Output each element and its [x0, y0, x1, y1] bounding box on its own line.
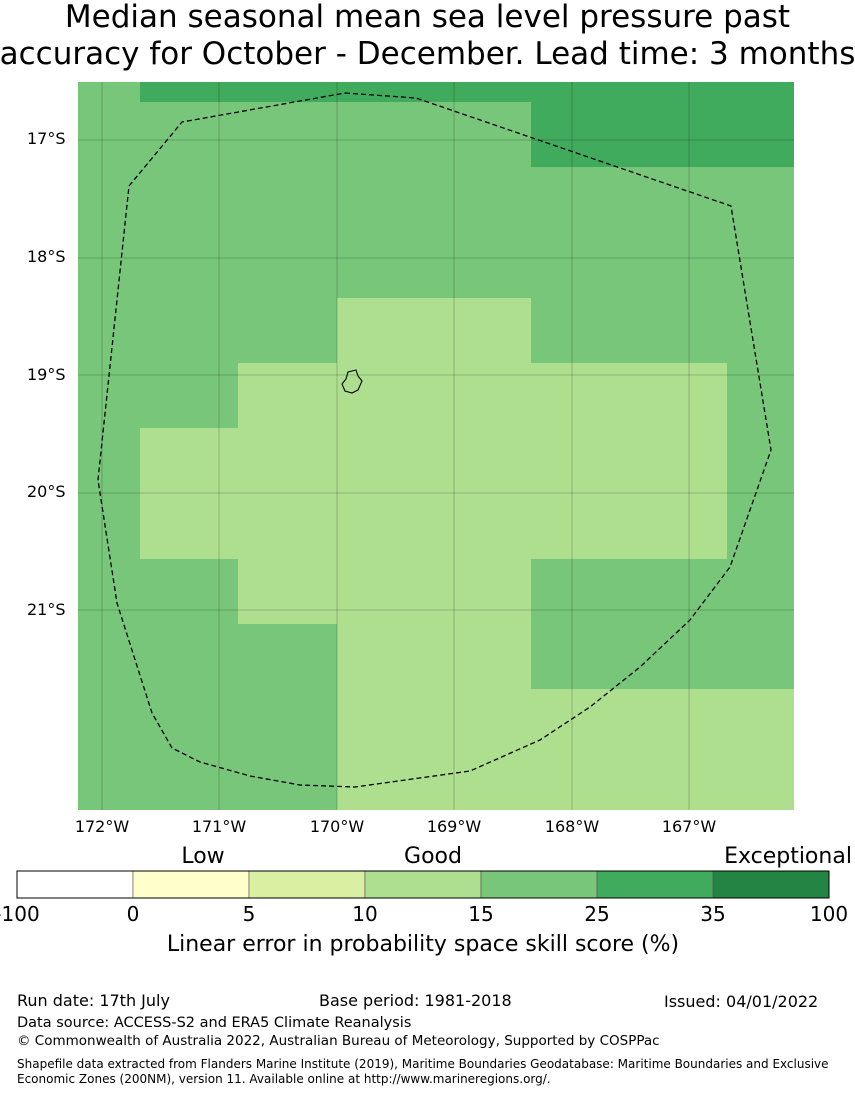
lat-label-18s: 18°S	[27, 247, 66, 266]
skill-cell	[140, 428, 240, 559]
lat-label-17s: 17°S	[27, 129, 66, 148]
skill-cell	[238, 363, 727, 559]
colorbar-tick: 5	[242, 902, 256, 926]
shapefile-credit-line1: Shapefile data extracted from Flanders M…	[17, 1057, 829, 1071]
colorbar-outline	[16, 870, 830, 899]
lat-label-20s: 20°S	[27, 482, 66, 501]
lon-label-171w: 171°W	[191, 817, 247, 836]
lon-label-167w: 167°W	[661, 817, 717, 836]
colorbar-tick: 10	[352, 902, 378, 926]
shapefile-credit-line2: Economic Zones (200NM), version 11. Avai…	[17, 1072, 551, 1086]
lon-label-172w: 172°W	[74, 817, 130, 836]
colorbar-swatch	[16, 870, 134, 899]
colorbar-swatch	[596, 870, 714, 899]
skill-cell	[531, 82, 794, 167]
map-title-line2: accuracy for October - December. Lead ti…	[0, 36, 855, 72]
colorbar-tick: 25	[584, 902, 610, 926]
skill-cell	[531, 689, 794, 810]
category-exceptional: Exceptional	[724, 844, 852, 869]
skill-cell	[238, 559, 337, 624]
copyright: © Commonwealth of Australia 2022, Austra…	[17, 1033, 660, 1049]
lon-label-169w: 169°W	[426, 817, 482, 836]
map-title-line1: Median seasonal mean sea level pressure …	[64, 0, 791, 35]
lat-label-21s: 21°S	[27, 600, 66, 619]
graticule	[78, 82, 794, 810]
skill-map	[78, 82, 794, 810]
issued-date: Issued: 04/01/2022	[664, 992, 819, 1011]
data-source: Data source: ACCESS-S2 and ERA5 Climate …	[17, 1015, 412, 1031]
colorbar-label: Linear error in probability space skill …	[166, 932, 680, 957]
lat-label-19s: 19°S	[27, 365, 66, 384]
run-date: Run date: 17th July	[17, 991, 170, 1010]
base-period: Base period: 1981-2018	[319, 991, 512, 1010]
island-outline	[341, 369, 363, 394]
colorbar-swatch	[480, 870, 598, 899]
colorbar-swatch	[132, 870, 250, 899]
colorbar-swatch	[248, 870, 366, 899]
colorbar-tick: 15	[468, 902, 494, 926]
colorbar-tick: -100	[0, 902, 40, 926]
skill-cell	[337, 102, 531, 298]
colorbar-tick: 100	[809, 902, 849, 926]
category-low: Low	[181, 844, 225, 869]
lon-label-170w: 170°W	[309, 817, 365, 836]
colorbar-swatch	[364, 870, 482, 899]
colorbar-swatch	[712, 870, 830, 899]
colorbar-tick: 35	[700, 902, 726, 926]
lon-label-168w: 168°W	[544, 817, 600, 836]
eez-boundary	[97, 92, 772, 788]
colorbar-tick: 0	[126, 902, 140, 926]
category-good: Good	[404, 844, 462, 869]
skill-grid	[78, 82, 794, 810]
